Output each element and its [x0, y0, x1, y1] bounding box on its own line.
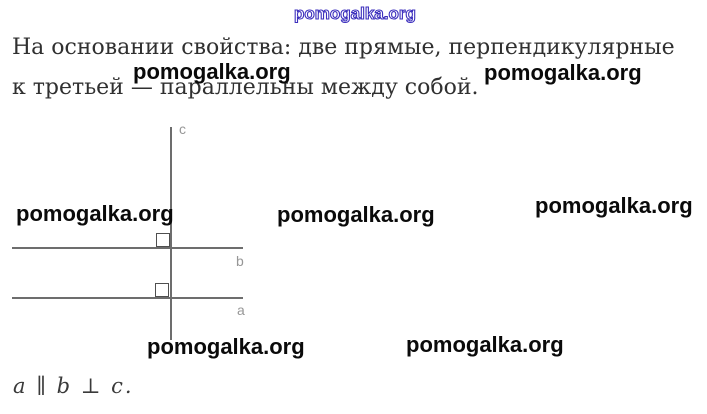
watermark-bottom-right: pomogalka.org: [406, 332, 564, 357]
watermark-top: pomogalka.org: [293, 3, 416, 23]
watermark-mid-left: pomogalka.org: [16, 201, 174, 226]
diagram-line-a: [12, 297, 243, 299]
heading-line-2: к третьей — параллельны между собой.: [12, 75, 479, 100]
right-angle-mark-b: [156, 233, 170, 247]
right-angle-mark-a: [155, 283, 169, 297]
heading-text: На основании свойства: две прямые, перпе…: [12, 28, 707, 108]
heading-line-1: На основании свойства: две прямые, перпе…: [12, 35, 675, 60]
watermark-bottom-left: pomogalka.org: [147, 334, 305, 359]
watermark-heading-left: pomogalka.org: [133, 59, 291, 84]
watermark-mid-center: pomogalka.org: [277, 202, 435, 227]
formula-text: a ∥ b ⊥ c.: [13, 374, 134, 398]
diagram-line-c: [170, 127, 172, 340]
diagram-label-b: b: [236, 253, 244, 269]
watermark-heading-right: pomogalka.org: [484, 60, 642, 85]
diagram-label-a: a: [237, 302, 245, 318]
diagram-line-b: [12, 247, 243, 249]
watermark-mid-right: pomogalka.org: [535, 193, 693, 218]
diagram-label-c: c: [179, 121, 186, 137]
